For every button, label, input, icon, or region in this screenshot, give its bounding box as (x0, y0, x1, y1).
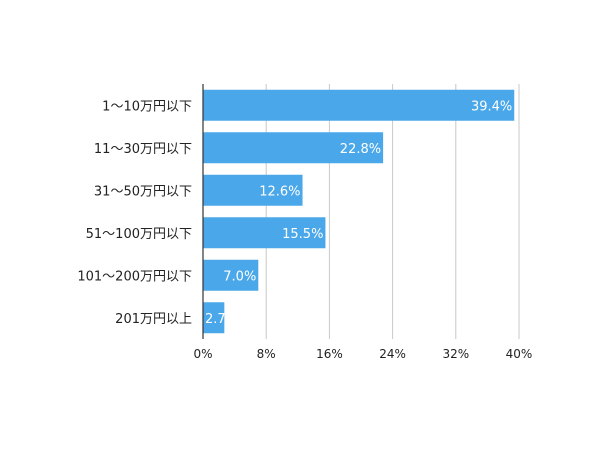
bar (203, 259, 259, 291)
bar (203, 217, 326, 249)
bar (203, 174, 303, 206)
bar (203, 132, 384, 164)
category-label: 11〜30万円以下 (94, 142, 192, 157)
x-tick-label: 16% (316, 347, 343, 361)
data-label: 15.5% (282, 227, 323, 242)
x-tick-label: 0% (193, 347, 212, 361)
data-label: 2.7% (205, 312, 238, 327)
x-tick-label: 40% (506, 347, 533, 361)
category-label: 31〜50万円以下 (94, 184, 192, 199)
bars (203, 89, 515, 334)
category-label: 201万円以上 (115, 312, 192, 327)
bar (203, 302, 225, 334)
data-label: 7.0% (223, 269, 256, 284)
x-tick-label: 32% (442, 347, 469, 361)
labels: 0% 8% 16% 24% 32% 40% 1〜10万円以下 39.4% 11〜30万円以下 22… (77, 99, 532, 361)
category-label: 1〜10万円以下 (102, 99, 192, 114)
bar (203, 89, 515, 121)
gridlines (265, 84, 520, 339)
category-label: 101〜200万円以下 (77, 269, 192, 284)
category-label: 51〜100万円以下 (86, 227, 192, 242)
data-label: 22.8% (340, 142, 381, 157)
data-label: 39.4% (471, 99, 512, 114)
x-tick-label: 8% (257, 347, 276, 361)
data-label: 12.6% (259, 184, 300, 199)
x-tick-label: 24% (379, 347, 406, 361)
